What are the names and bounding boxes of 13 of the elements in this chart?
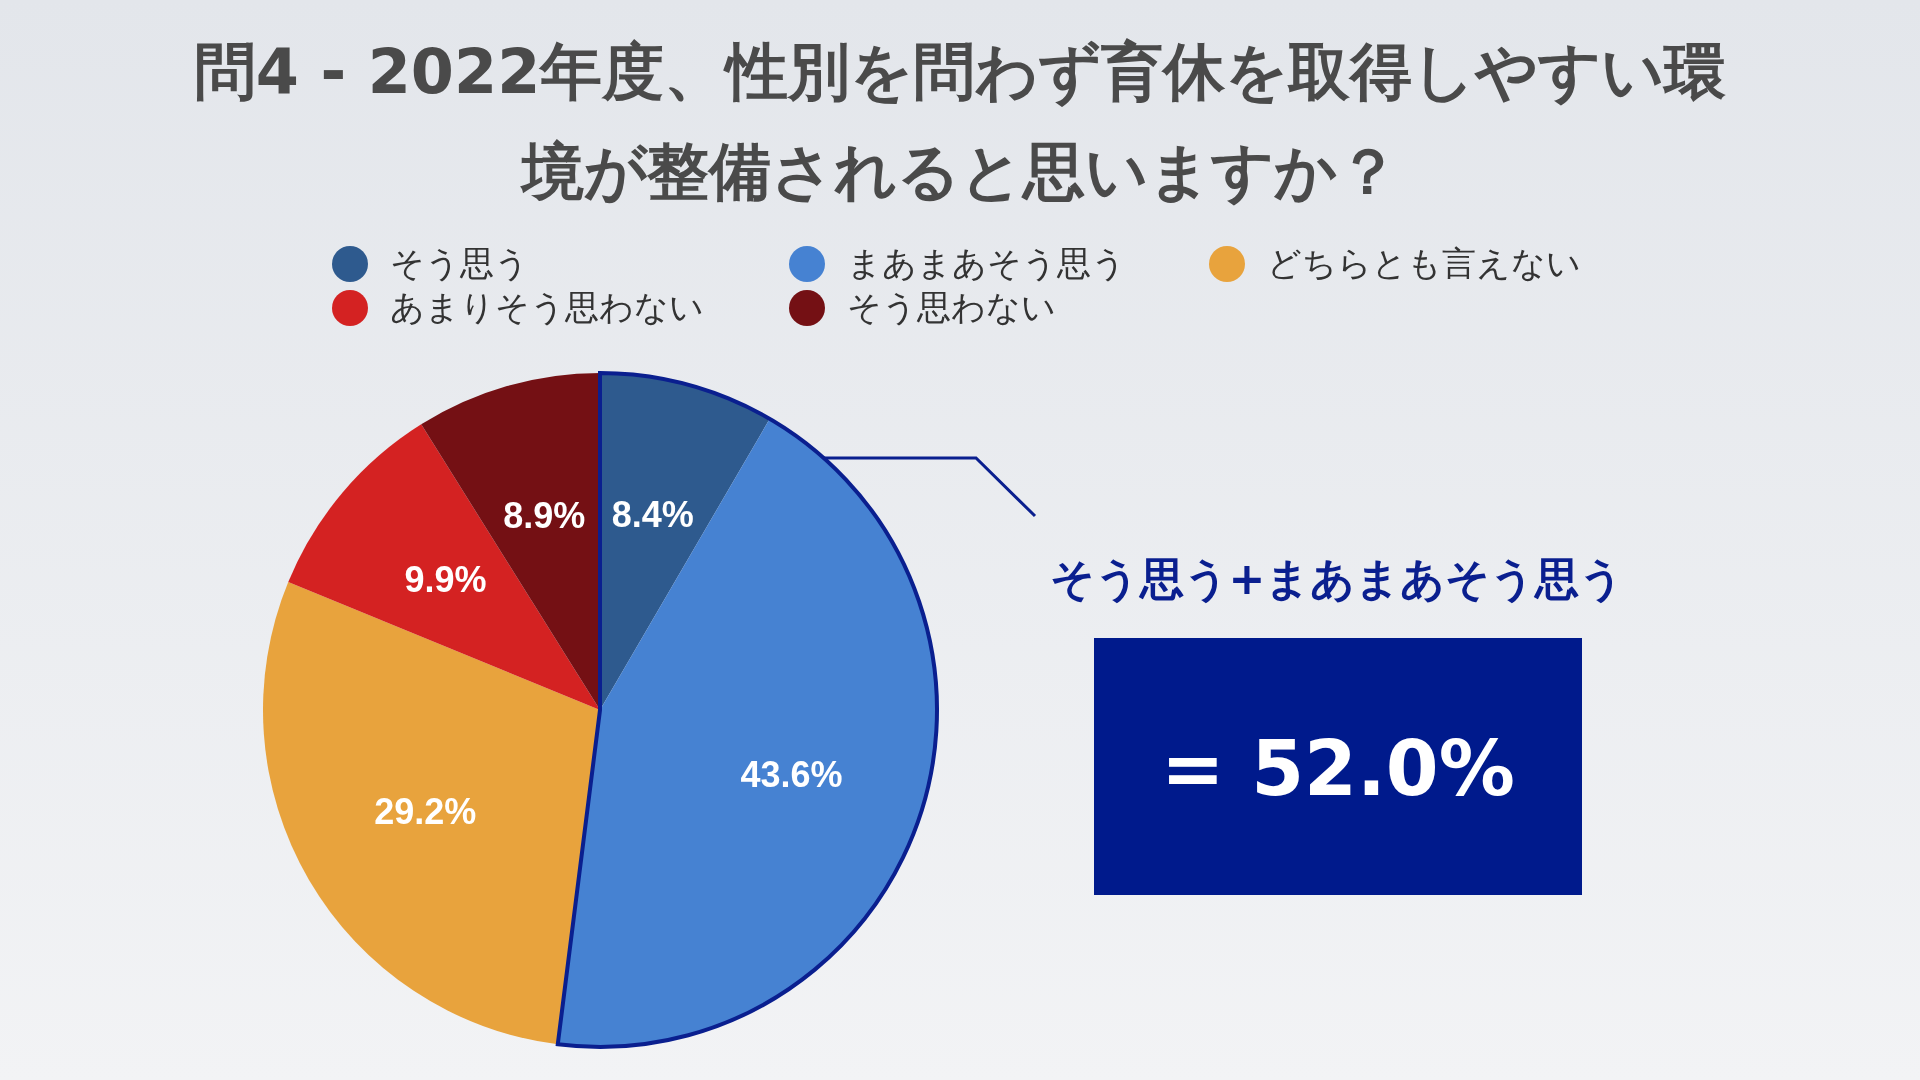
text: = 52.0% <box>1161 723 1515 813</box>
data-label: 8.9% <box>503 495 586 537</box>
legend-label: どちらとも言えない <box>1267 242 1581 285</box>
data-label: 9.9% <box>404 559 487 601</box>
text: そう思う+まあまあそう思う <box>1049 552 1625 604</box>
chart-title: 問4 - 2022年度、性別を問わず育休を取得しやすい環境が整備されると思いますか？ <box>192 34 1728 210</box>
legend-label: そう思う <box>390 242 529 285</box>
data-label: 29.2% <box>374 791 477 833</box>
legend-label: あまりそう思わない <box>390 286 704 329</box>
data-label: 8.4% <box>611 494 694 536</box>
legend-label: そう思わない <box>847 286 1056 329</box>
legend-label: まあまあそう思う <box>847 242 1126 285</box>
data-label: 43.6% <box>740 754 843 796</box>
